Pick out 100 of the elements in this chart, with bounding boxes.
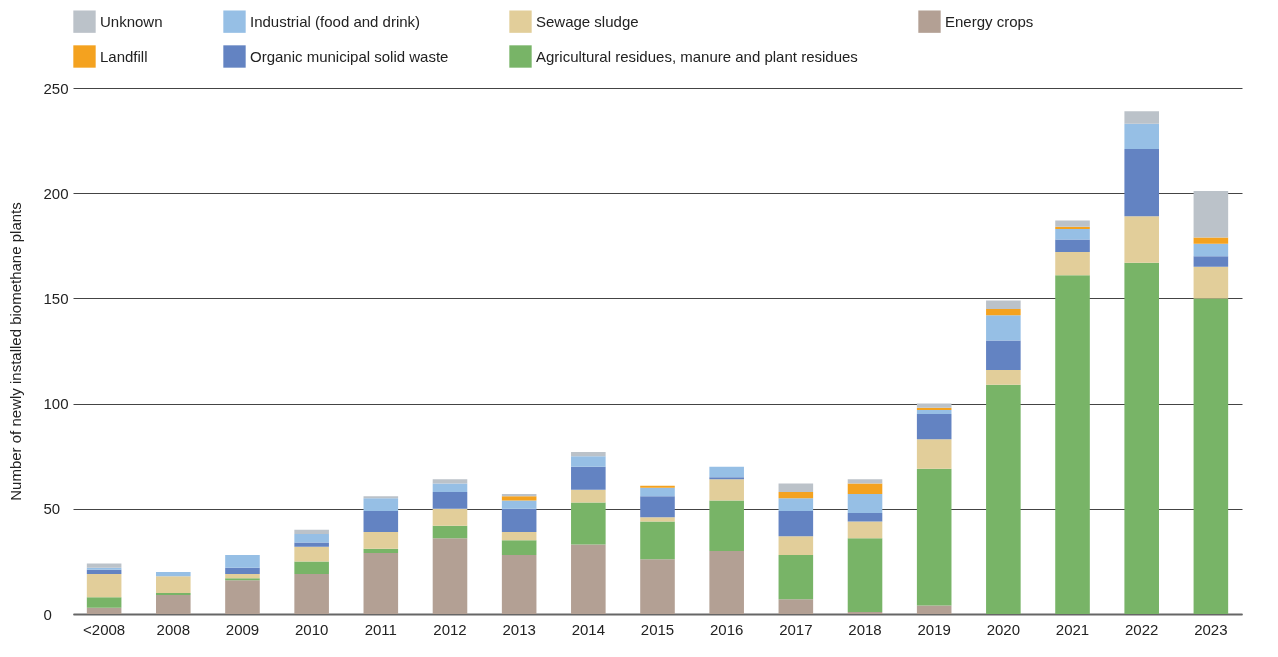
x-tick-label: 2013 xyxy=(502,620,536,638)
bar xyxy=(294,574,329,614)
bar xyxy=(1055,226,1090,229)
bar xyxy=(1193,266,1229,299)
bar xyxy=(709,500,744,551)
bar xyxy=(225,580,260,614)
bar xyxy=(640,487,675,497)
y-tick-label: 50 xyxy=(43,500,61,518)
bar xyxy=(501,531,537,541)
legend-label: Industrial (food and drink) xyxy=(250,12,421,30)
bar xyxy=(86,563,122,568)
bar xyxy=(1055,275,1090,614)
x-tick-label: 2011 xyxy=(364,620,397,638)
bar xyxy=(916,409,952,415)
bar xyxy=(986,384,1021,614)
bar xyxy=(986,308,1021,316)
bar xyxy=(847,521,883,539)
bar xyxy=(225,555,260,568)
x-tick-label: 2018 xyxy=(848,620,882,638)
bar xyxy=(778,555,814,600)
x-tick-label: 2020 xyxy=(986,620,1021,638)
x-tick-label: 2014 xyxy=(571,620,606,638)
bar xyxy=(986,369,1021,385)
bar xyxy=(156,571,191,577)
bar xyxy=(501,496,537,501)
bar xyxy=(1124,262,1159,614)
bar xyxy=(847,479,883,484)
bar xyxy=(986,340,1021,370)
bar xyxy=(363,510,399,532)
bar xyxy=(640,559,675,614)
bar xyxy=(571,502,606,545)
bar xyxy=(778,491,814,499)
bar xyxy=(156,576,191,593)
bar xyxy=(847,538,883,612)
bar xyxy=(571,489,606,503)
bar xyxy=(294,534,329,543)
bar xyxy=(363,496,399,499)
bar xyxy=(640,517,675,522)
bar xyxy=(571,544,606,614)
bar xyxy=(86,607,122,614)
bar xyxy=(1193,256,1229,267)
bar xyxy=(778,510,814,537)
x-tick-label: 2008 xyxy=(156,620,190,638)
bar xyxy=(86,597,122,608)
bar xyxy=(709,479,744,501)
bar xyxy=(709,477,744,480)
bar xyxy=(363,498,399,511)
y-tick-label: 0 xyxy=(43,605,52,623)
bar xyxy=(916,468,952,606)
bar xyxy=(225,567,260,575)
bar xyxy=(432,508,468,526)
legend-label: Sewage sludge xyxy=(536,12,639,30)
bar xyxy=(156,595,191,614)
bar xyxy=(1055,220,1090,227)
bar xyxy=(363,531,399,549)
y-tick-label: 200 xyxy=(43,184,69,202)
bar xyxy=(432,483,468,492)
x-tick-label: 2019 xyxy=(917,620,951,638)
x-tick-label: 2017 xyxy=(779,620,813,638)
bar xyxy=(986,315,1021,341)
y-tick-label: 250 xyxy=(43,79,69,97)
x-tick-label: 2023 xyxy=(1194,620,1228,638)
bar xyxy=(294,561,329,575)
bar xyxy=(501,540,537,556)
bar xyxy=(916,414,952,440)
y-tick-label: 150 xyxy=(43,289,69,307)
bar xyxy=(916,407,952,410)
bar xyxy=(156,592,191,596)
x-tick-label: 2015 xyxy=(640,620,675,638)
x-tick-label: 2022 xyxy=(1125,620,1159,638)
x-tick-label: 2010 xyxy=(294,620,329,638)
x-tick-label: 2016 xyxy=(709,620,744,638)
bar xyxy=(1124,216,1159,263)
x-tick-label: <2008 xyxy=(83,620,126,638)
bar xyxy=(1193,298,1229,614)
bar xyxy=(363,548,399,553)
bar xyxy=(501,500,537,509)
bar xyxy=(1124,111,1159,124)
bar xyxy=(294,529,329,535)
bar xyxy=(778,536,814,556)
legend-label: Landfill xyxy=(100,47,148,65)
bar xyxy=(432,491,468,509)
legend-label: Unknown xyxy=(100,12,163,30)
bar xyxy=(778,483,814,492)
bar xyxy=(501,508,537,532)
bar xyxy=(571,451,606,457)
bar xyxy=(847,494,883,514)
y-tick-label: 100 xyxy=(43,395,69,413)
bar xyxy=(86,567,122,570)
bar xyxy=(225,578,260,581)
bar xyxy=(709,550,744,614)
legend-label: Agricultural residues, manure and plant residues xyxy=(536,47,858,65)
bar xyxy=(1124,149,1159,217)
bar xyxy=(225,574,260,579)
bar xyxy=(640,485,675,488)
bar xyxy=(294,546,329,562)
bar xyxy=(1193,243,1229,257)
bar xyxy=(986,300,1021,309)
x-tick-label: 2009 xyxy=(225,620,260,638)
bar xyxy=(847,513,883,522)
